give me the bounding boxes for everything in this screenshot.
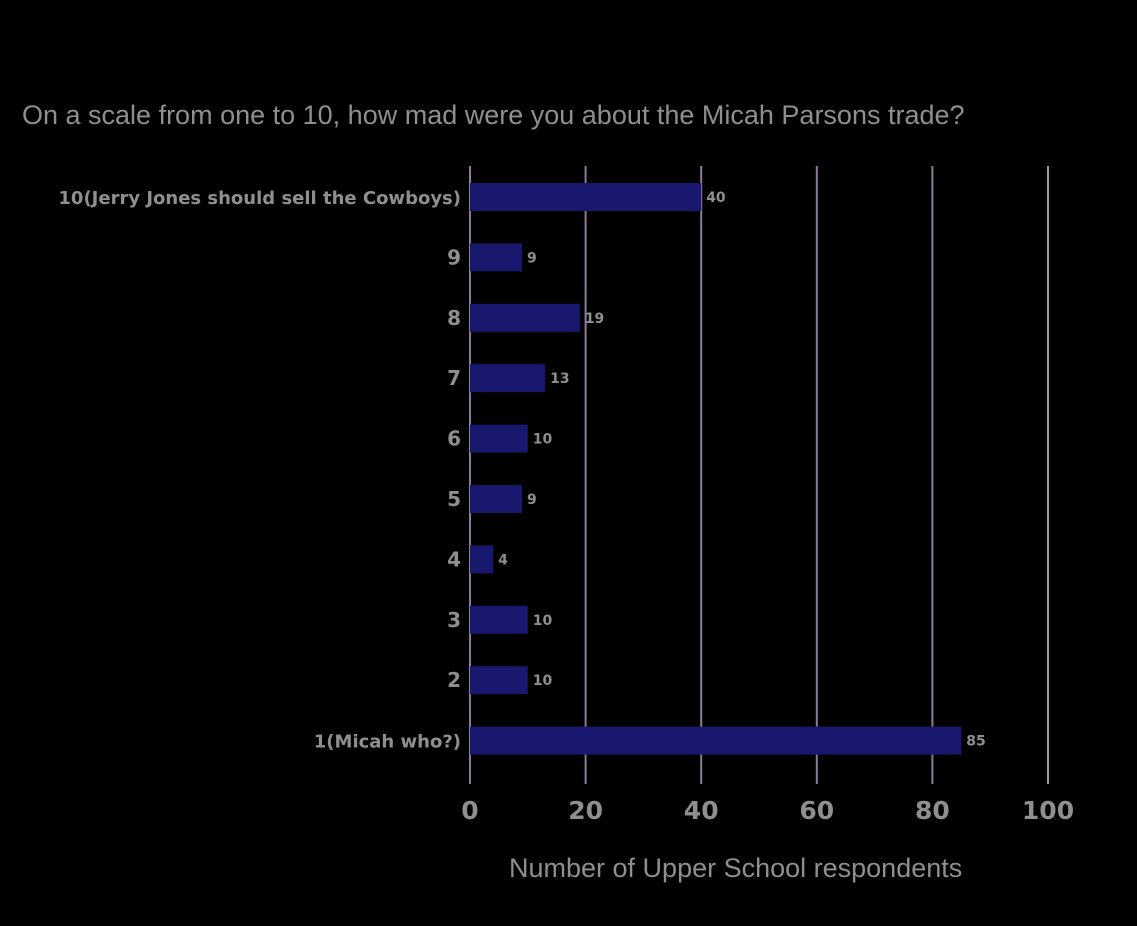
data-label: 13 (550, 371, 569, 387)
data-label: 85 (966, 734, 985, 750)
bar (470, 364, 546, 393)
data-label: 19 (585, 311, 604, 327)
category-label: 8 (447, 306, 461, 330)
x-axis-ticks: 0 20 40 60 80 100 (461, 796, 1074, 825)
x-tick-label: 100 (1022, 796, 1074, 825)
x-tick-label: 60 (799, 796, 834, 825)
data-label: 10 (533, 613, 553, 629)
category-label: 5 (447, 487, 461, 511)
x-axis-label: Number of Upper School respondents (509, 853, 963, 883)
bar (470, 303, 580, 332)
data-label: 40 (706, 190, 726, 206)
x-tick-label: 0 (461, 796, 478, 825)
category-label: 4 (447, 547, 461, 571)
gridlines (469, 166, 1049, 784)
bar (470, 605, 528, 634)
data-label: 9 (527, 250, 537, 266)
x-tick-label: 20 (568, 796, 603, 825)
bar (470, 485, 523, 513)
x-tick-label: 40 (684, 796, 719, 825)
category-label: 10(Jerry Jones should sell the Cowboys) (58, 188, 461, 209)
data-label: 9 (527, 492, 537, 508)
chart-title: On a scale from one to 10, how mad were … (22, 100, 965, 130)
x-tick-label: 80 (915, 796, 950, 825)
bar (470, 545, 494, 574)
data-label: 4 (498, 552, 508, 568)
category-label: 7 (447, 366, 461, 390)
bar (470, 183, 702, 211)
category-labels: 10(Jerry Jones should sell the Cowboys) 9… (58, 188, 461, 753)
bar (470, 243, 523, 272)
data-label: 10 (533, 432, 553, 448)
category-label: 1(Micah who?) (314, 732, 461, 753)
data-label: 10 (533, 673, 553, 689)
category-label: 3 (447, 608, 461, 632)
bar (470, 666, 528, 695)
value-labels: 40 9 19 13 10 9 4 10 10 85 (498, 190, 986, 750)
bars (470, 183, 962, 755)
category-label: 2 (447, 668, 461, 692)
bar (470, 424, 528, 453)
bar (470, 726, 962, 755)
category-label: 9 (447, 245, 461, 269)
category-label: 6 (447, 427, 461, 451)
